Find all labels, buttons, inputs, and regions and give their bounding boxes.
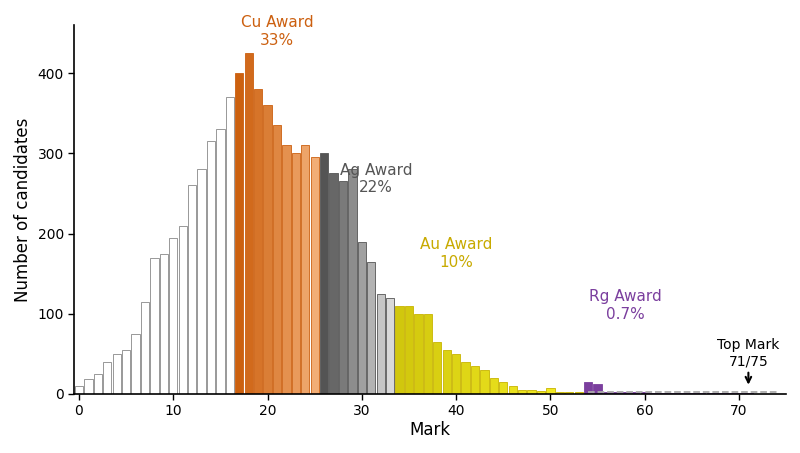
Bar [669, 393, 677, 394]
Bar [348, 169, 357, 394]
Bar [433, 342, 442, 394]
Bar [377, 294, 385, 394]
Bar [584, 382, 592, 394]
Bar [603, 391, 611, 394]
Bar [659, 393, 668, 394]
Bar [490, 378, 498, 394]
Bar [631, 392, 639, 394]
Bar [367, 262, 375, 394]
Bar [452, 354, 460, 394]
Bar [188, 185, 196, 394]
Bar [678, 393, 686, 394]
Bar [339, 181, 347, 394]
Text: Cu Award
33%: Cu Award 33% [241, 15, 314, 48]
Bar [565, 392, 574, 394]
Bar [292, 154, 300, 394]
Bar [556, 392, 564, 394]
Bar [320, 154, 328, 394]
Bar [122, 350, 130, 394]
Bar [697, 393, 706, 394]
Bar [442, 350, 451, 394]
Bar [574, 392, 583, 394]
Bar [405, 306, 413, 394]
Bar [471, 366, 479, 394]
Bar [263, 105, 272, 394]
Text: Rg Award
0.7%: Rg Award 0.7% [590, 289, 662, 322]
Bar [75, 386, 83, 394]
Y-axis label: Number of candidates: Number of candidates [14, 117, 32, 302]
Bar [235, 73, 243, 394]
Bar [546, 387, 554, 394]
Bar [254, 89, 262, 394]
Bar [622, 392, 630, 394]
Bar [414, 314, 422, 394]
Bar [226, 97, 234, 394]
Bar [594, 384, 602, 394]
Bar [160, 254, 168, 394]
Bar [735, 393, 743, 394]
Bar [527, 390, 536, 394]
Bar [726, 393, 734, 394]
Bar [499, 382, 507, 394]
Text: Top Mark
71/75: Top Mark 71/75 [718, 338, 779, 368]
Bar [480, 370, 489, 394]
X-axis label: Mark: Mark [410, 421, 450, 439]
Bar [688, 393, 696, 394]
Bar [216, 129, 225, 394]
Bar [744, 393, 753, 394]
Text: Ag Award
22%: Ag Award 22% [340, 163, 412, 195]
Bar [198, 169, 206, 394]
Bar [716, 393, 724, 394]
Bar [358, 241, 366, 394]
Bar [330, 173, 338, 394]
Bar [650, 393, 658, 394]
Bar [310, 157, 319, 394]
Bar [706, 393, 715, 394]
Bar [641, 392, 649, 394]
Bar [178, 226, 187, 394]
Bar [518, 390, 526, 394]
Bar [509, 386, 517, 394]
Bar [424, 314, 432, 394]
Bar [273, 125, 281, 394]
Bar [301, 145, 310, 394]
Bar [395, 306, 404, 394]
Bar [169, 237, 178, 394]
Bar [131, 334, 140, 394]
Bar [462, 362, 470, 394]
Bar [141, 302, 149, 394]
Bar [150, 258, 158, 394]
Bar [282, 145, 290, 394]
Text: Au Award
10%: Au Award 10% [420, 237, 492, 270]
Bar [537, 390, 545, 394]
Bar [113, 354, 121, 394]
Bar [84, 380, 93, 394]
Bar [94, 374, 102, 394]
Bar [612, 392, 621, 394]
Bar [245, 53, 253, 394]
Bar [386, 298, 394, 394]
Bar [103, 362, 111, 394]
Bar [207, 141, 215, 394]
